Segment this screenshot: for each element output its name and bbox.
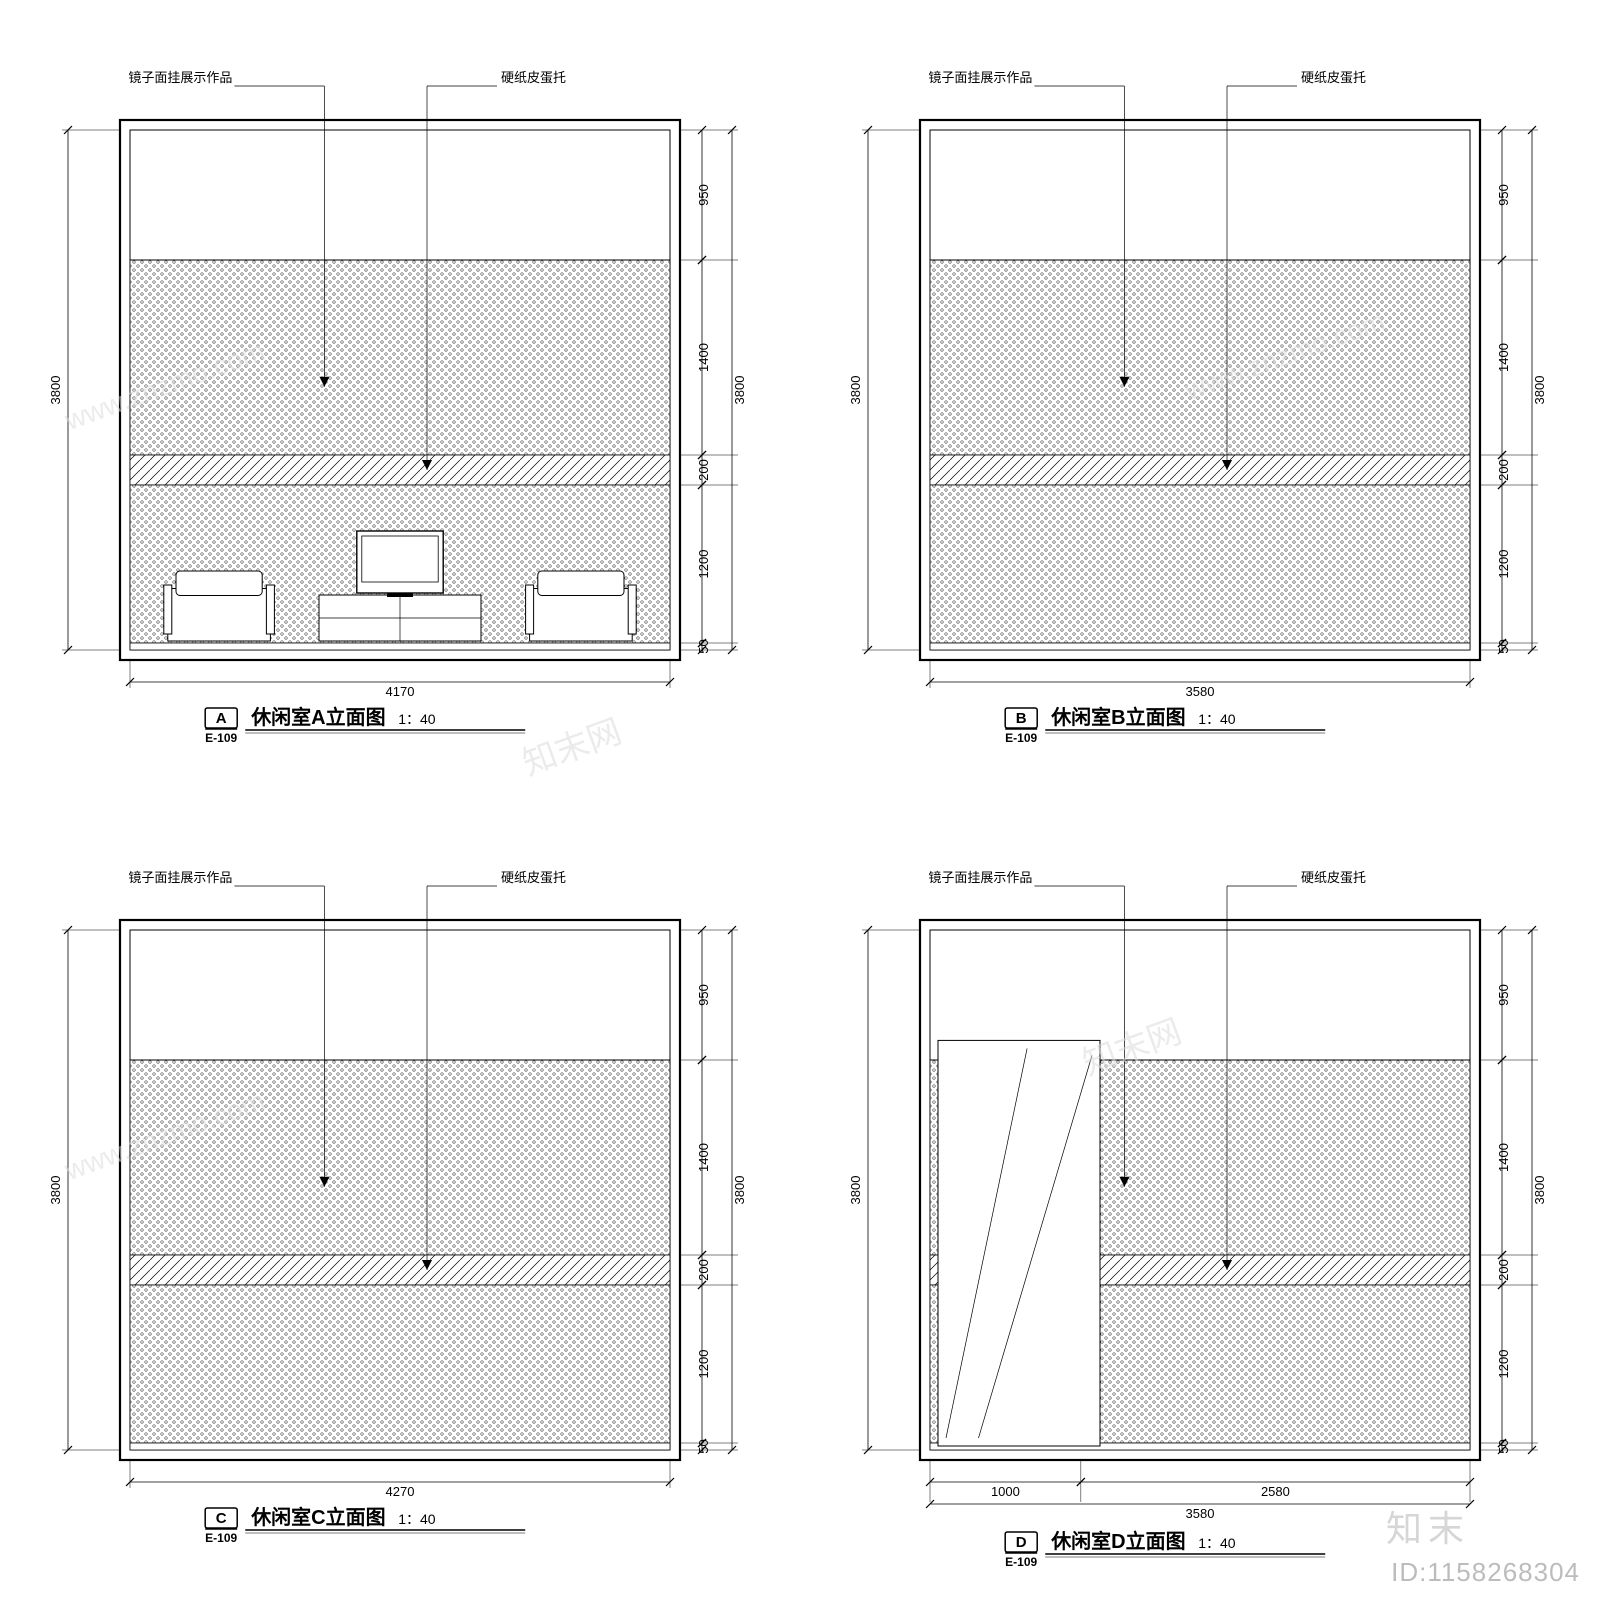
page: 镜子面挂展示作品硬纸皮蛋托380095014002001200503800417… <box>0 0 1600 1600</box>
svg-text:950: 950 <box>1496 184 1511 206</box>
svg-text:200: 200 <box>1496 459 1511 481</box>
svg-text:2580: 2580 <box>1261 1484 1290 1499</box>
svg-text:1：40: 1：40 <box>1198 711 1236 727</box>
svg-text:镜子面挂展示作品: 镜子面挂展示作品 <box>928 70 1032 85</box>
svg-text:B: B <box>1016 710 1027 727</box>
svg-text:1200: 1200 <box>1496 550 1511 579</box>
svg-text:E-109: E-109 <box>1005 731 1037 745</box>
svg-text:50: 50 <box>696 1439 711 1453</box>
svg-text:1400: 1400 <box>696 343 711 372</box>
svg-text:硬纸皮蛋托: 硬纸皮蛋托 <box>1301 870 1366 885</box>
svg-text:D: D <box>1016 1534 1027 1551</box>
svg-text:1200: 1200 <box>696 550 711 579</box>
svg-text:3800: 3800 <box>848 376 863 405</box>
svg-text:200: 200 <box>696 1259 711 1281</box>
svg-text:1：40: 1：40 <box>398 711 436 727</box>
svg-text:1200: 1200 <box>1496 1350 1511 1379</box>
elevation-c: 镜子面挂展示作品 硬纸皮蛋托 3800 950 1400 200 1200 50 3800 427… <box>0 800 800 1600</box>
svg-text:3800: 3800 <box>48 1176 63 1205</box>
svg-text:50: 50 <box>1496 639 1511 653</box>
svg-text:硬纸皮蛋托: 硬纸皮蛋托 <box>1301 70 1366 85</box>
svg-text:3800: 3800 <box>732 376 747 405</box>
svg-text:1400: 1400 <box>1496 1143 1511 1172</box>
cell-d: 镜子面挂展示作品 硬纸皮蛋托 3800 950 1400 200 1200 50 3800 100… <box>800 800 1600 1600</box>
svg-text:镜子面挂展示作品: 镜子面挂展示作品 <box>128 870 232 885</box>
svg-text:A: A <box>216 710 227 727</box>
svg-text:镜子面挂展示作品: 镜子面挂展示作品 <box>928 870 1032 885</box>
brand-mark: 知末 <box>1386 1500 1470 1552</box>
svg-text:3800: 3800 <box>732 1176 747 1205</box>
cell-b: 镜子面挂展示作品 硬纸皮蛋托 3800 950 1400 200 1200 50 3800 358… <box>800 0 1600 800</box>
drawing-grid: 镜子面挂展示作品硬纸皮蛋托380095014002001200503800417… <box>0 0 1600 1600</box>
svg-text:1400: 1400 <box>696 1143 711 1172</box>
svg-text:3580: 3580 <box>1186 684 1215 699</box>
id-tag: ID:1158268304 <box>1391 1557 1580 1588</box>
svg-text:硬纸皮蛋托: 硬纸皮蛋托 <box>501 870 566 885</box>
svg-text:休闲室A立面图: 休闲室A立面图 <box>250 705 385 729</box>
elevation-a: 镜子面挂展示作品 硬纸皮蛋托 3800 950 1400 200 1200 50 3800 417… <box>0 0 800 800</box>
svg-text:3800: 3800 <box>1532 1176 1547 1205</box>
cell-c: 镜子面挂展示作品 硬纸皮蛋托 3800 950 1400 200 1200 50 3800 427… <box>0 800 800 1600</box>
svg-text:200: 200 <box>1496 1259 1511 1281</box>
svg-text:休闲室D立面图: 休闲室D立面图 <box>1050 1529 1185 1553</box>
svg-text:50: 50 <box>696 639 711 653</box>
elevation-b: 镜子面挂展示作品 硬纸皮蛋托 3800 950 1400 200 1200 50 3800 358… <box>800 0 1600 800</box>
svg-text:硬纸皮蛋托: 硬纸皮蛋托 <box>501 70 566 85</box>
svg-text:3800: 3800 <box>48 376 63 405</box>
svg-text:休闲室B立面图: 休闲室B立面图 <box>1050 705 1185 729</box>
svg-text:950: 950 <box>696 984 711 1006</box>
svg-text:1：40: 1：40 <box>1198 1535 1236 1551</box>
svg-text:3580: 3580 <box>1186 1506 1215 1521</box>
svg-text:E-109: E-109 <box>205 1531 237 1545</box>
elevation-d: 镜子面挂展示作品 硬纸皮蛋托 3800 950 1400 200 1200 50 3800 100… <box>800 800 1600 1600</box>
cell-a: 镜子面挂展示作品 硬纸皮蛋托 3800 950 1400 200 1200 50 3800 417… <box>0 0 800 800</box>
svg-text:200: 200 <box>696 459 711 481</box>
svg-text:3800: 3800 <box>1532 376 1547 405</box>
svg-text:E-109: E-109 <box>1005 1555 1037 1569</box>
svg-text:1000: 1000 <box>991 1484 1020 1499</box>
svg-text:1：40: 1：40 <box>398 1511 436 1527</box>
svg-text:950: 950 <box>1496 984 1511 1006</box>
svg-text:50: 50 <box>1496 1439 1511 1453</box>
svg-text:1200: 1200 <box>696 1350 711 1379</box>
svg-text:休闲室C立面图: 休闲室C立面图 <box>250 1505 385 1529</box>
svg-text:4270: 4270 <box>386 1484 415 1499</box>
svg-text:E-109: E-109 <box>205 731 237 745</box>
svg-text:4170: 4170 <box>386 684 415 699</box>
svg-text:1400: 1400 <box>1496 343 1511 372</box>
svg-text:C: C <box>216 1510 227 1527</box>
svg-text:950: 950 <box>696 184 711 206</box>
svg-text:镜子面挂展示作品: 镜子面挂展示作品 <box>128 70 232 85</box>
svg-text:3800: 3800 <box>848 1176 863 1205</box>
